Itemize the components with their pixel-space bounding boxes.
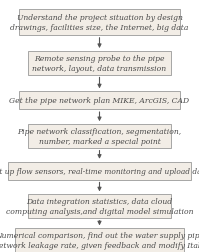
FancyBboxPatch shape — [16, 228, 183, 252]
Text: Data integration statistics, data cloud
computing analysis,and digital model sim: Data integration statistics, data cloud … — [6, 197, 193, 215]
Text: Remote sensing probe to the pipe
network, layout, data transmission: Remote sensing probe to the pipe network… — [32, 54, 167, 73]
Text: Get the pipe network plan MIKE, ArcGIS, CAD: Get the pipe network plan MIKE, ArcGIS, … — [9, 97, 190, 105]
FancyBboxPatch shape — [8, 162, 191, 180]
Text: Pipe network classification, segmentation,
number, marked a special point: Pipe network classification, segmentatio… — [18, 127, 181, 145]
FancyBboxPatch shape — [19, 92, 180, 110]
Text: Set up flow sensors, real-time monitoring and upload data: Set up flow sensors, real-time monitorin… — [0, 167, 199, 175]
FancyBboxPatch shape — [28, 195, 171, 218]
Text: Understand the project situation by design
drawings, facilities size, the Intern: Understand the project situation by desi… — [10, 14, 189, 32]
FancyBboxPatch shape — [19, 10, 180, 36]
Text: Numerical comparison, find out the water supply pipe
network leakage rate, given: Numerical comparison, find out the water… — [0, 231, 199, 249]
FancyBboxPatch shape — [28, 125, 171, 148]
FancyBboxPatch shape — [28, 52, 171, 75]
